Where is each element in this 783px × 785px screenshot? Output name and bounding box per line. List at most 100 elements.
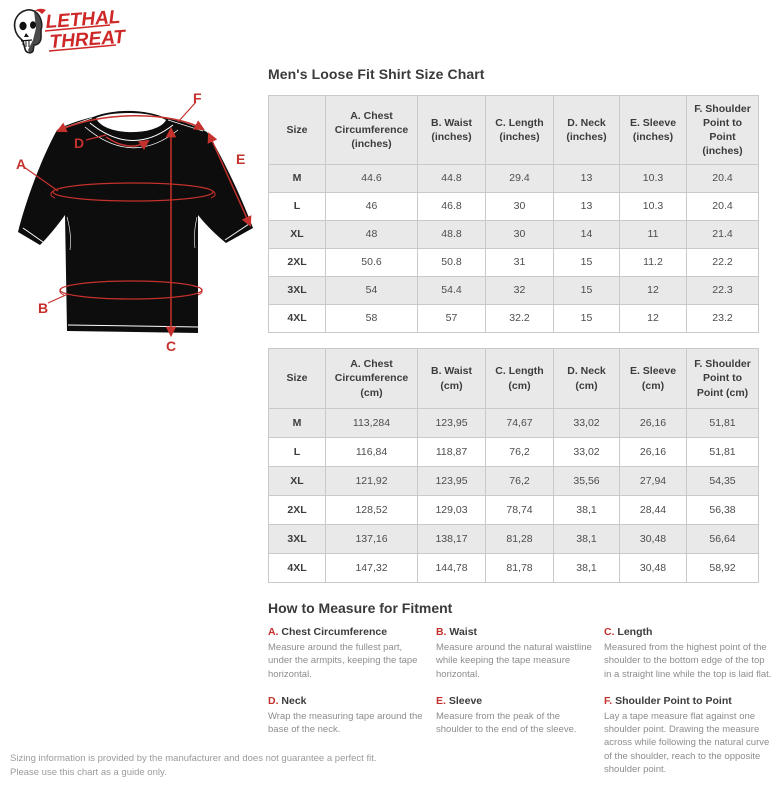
table-cell: 2XL: [268, 248, 326, 277]
tshirt-silhouette: [18, 110, 253, 333]
column-header: D. Neck (inches): [553, 95, 620, 165]
table-cell: 44.6: [325, 164, 418, 193]
table-cell: 58: [325, 304, 418, 333]
measure-item: F. Shoulder Point to Point Lay a tape mea…: [604, 695, 772, 776]
table-cell: 138,17: [417, 524, 486, 554]
table-cell: 11.2: [619, 248, 687, 277]
table-cell: 48: [325, 220, 418, 249]
table-cell: 51,81: [686, 408, 759, 438]
table-cell: 3XL: [268, 276, 326, 305]
table-cell: 12: [619, 276, 687, 305]
table-row: L 46 46.8 30 13 10.3 20.4: [268, 192, 759, 221]
measure-instructions: A. Chest Circumference Measure around the…: [268, 626, 771, 776]
column-header: B. Waist (inches): [417, 95, 486, 165]
column-header: F. Shoulder Point to Point (inches): [686, 95, 759, 165]
footer-line2: Please use this chart as a guide only.: [10, 767, 167, 779]
table-cell: 30,48: [619, 553, 687, 583]
table-cell: 15: [553, 276, 620, 305]
table-cell: 129,03: [417, 495, 486, 525]
table-cell: 13: [553, 192, 620, 221]
table-cell: 147,32: [325, 553, 418, 583]
size-chart-table-inches: Size A. Chest Circumference (inches) B. Wa…: [268, 95, 759, 333]
measure-item-description: Measure around the natural waistline whi…: [436, 642, 592, 680]
table-row: XL 121,92 123,95 76,2 35,56 27,94 54,35: [268, 466, 759, 496]
table-cell: 56,38: [686, 495, 759, 525]
table-cell: 22.2: [686, 248, 759, 277]
label-b: B: [38, 300, 48, 316]
table-cell: 76,2: [485, 466, 554, 496]
measure-item: A. Chest Circumference Measure around the…: [268, 626, 428, 681]
table-cell: 48.8: [417, 220, 486, 249]
table-cell: 4XL: [268, 304, 326, 333]
table-cell: XL: [268, 220, 326, 249]
measure-item-letter: E.: [436, 694, 449, 707]
table-cell: 38,1: [553, 553, 620, 583]
table-row: XL 48 48.8 30 14 11 21.4: [268, 220, 759, 249]
table-row: L 116,84 118,87 76,2 33,02 26,16 51,81: [268, 437, 759, 467]
table-cell: 81,28: [485, 524, 554, 554]
measure-item-description: Measure around the fullest part, under t…: [268, 642, 418, 680]
measure-item-letter: F.: [604, 694, 616, 707]
table-cell: 21.4: [686, 220, 759, 249]
table-cell: 118,87: [417, 437, 486, 467]
table-cell: 10.3: [619, 164, 687, 193]
tshirt-diagram-svg: A B C D E F: [16, 90, 253, 354]
table-cell: 54.4: [417, 276, 486, 305]
table-cell: 13: [553, 164, 620, 193]
table-cell: 46.8: [417, 192, 486, 221]
table-cell: 20.4: [686, 164, 759, 193]
measure-item: B. Waist Measure around the natural waist…: [436, 626, 596, 681]
table-cell: XL: [268, 466, 326, 496]
table-cell: 30,48: [619, 524, 687, 554]
table-cell: 46: [325, 192, 418, 221]
table-cell: 26,16: [619, 408, 687, 438]
footer-disclaimer: Sizing information is provided by the ma…: [10, 752, 430, 781]
measure-item-letter: D.: [268, 694, 282, 707]
footer-line1: Sizing information is provided by the ma…: [10, 753, 377, 764]
table-cell: 44.8: [417, 164, 486, 193]
column-header: A. Chest Circumference (inches): [325, 95, 418, 165]
column-header: E. Sleeve (inches): [619, 95, 687, 165]
measure-item: C. Length Measured from the highest point…: [604, 626, 772, 681]
table-cell: 30: [485, 192, 554, 221]
table-row: M 113,284 123,95 74,67 33,02 26,16 51,81: [268, 408, 759, 438]
table-cell: 78,74: [485, 495, 554, 525]
table-row: M 44.6 44.8 29.4 13 10.3 20.4: [268, 164, 759, 193]
page-title: Men's Loose Fit Shirt Size Chart: [268, 66, 485, 82]
table-cell: 12: [619, 304, 687, 333]
tshirt-diagram: A B C D E F: [10, 85, 262, 357]
measure-item-letter: B.: [436, 626, 450, 638]
column-header: Size: [268, 348, 326, 409]
table-cell: 28,44: [619, 495, 687, 525]
column-header: B. Waist (cm): [417, 348, 486, 409]
table-cell: 50.8: [417, 248, 486, 277]
table-cell: 38,1: [553, 524, 620, 554]
table-cell: 2XL: [268, 495, 326, 525]
label-f: F: [193, 90, 202, 106]
measure-item-title: A. Chest Circumference: [268, 626, 388, 638]
measure-item: E. Sleeve Measure from the peak of the sh…: [436, 695, 596, 776]
column-header: D. Neck (cm): [553, 348, 620, 409]
table-cell: 10.3: [619, 192, 687, 221]
table-cell: 123,95: [417, 466, 486, 496]
measure-item-title: C. Length: [604, 626, 653, 638]
logo-text-line1: LETHAL: [45, 7, 121, 33]
label-a: A: [16, 156, 26, 172]
measure-item-title: D. Neck: [268, 694, 307, 707]
table-cell: M: [268, 408, 326, 438]
column-header: E. Sleeve (cm): [619, 348, 687, 409]
table-cell: L: [268, 192, 326, 221]
table-cell: L: [268, 437, 326, 467]
table-cell: 11: [619, 220, 687, 249]
table-cell: 76,2: [485, 437, 554, 467]
table-cell: 29.4: [485, 164, 554, 193]
measure-item-description: Measure from the peak of the shoulder to…: [436, 710, 577, 736]
table-row: 4XL 58 57 32.2 15 12 23.2: [268, 304, 759, 333]
table-cell: 57: [417, 304, 486, 333]
table-cell: 4XL: [268, 553, 326, 583]
table-row: 2XL 50.6 50.8 31 15 11.2 22.2: [268, 248, 759, 277]
label-c: C: [166, 338, 176, 354]
table-cell: 15: [553, 304, 620, 333]
size-chart-table-cm: Size A. Chest Circumference (cm) B. Waist …: [268, 348, 759, 583]
